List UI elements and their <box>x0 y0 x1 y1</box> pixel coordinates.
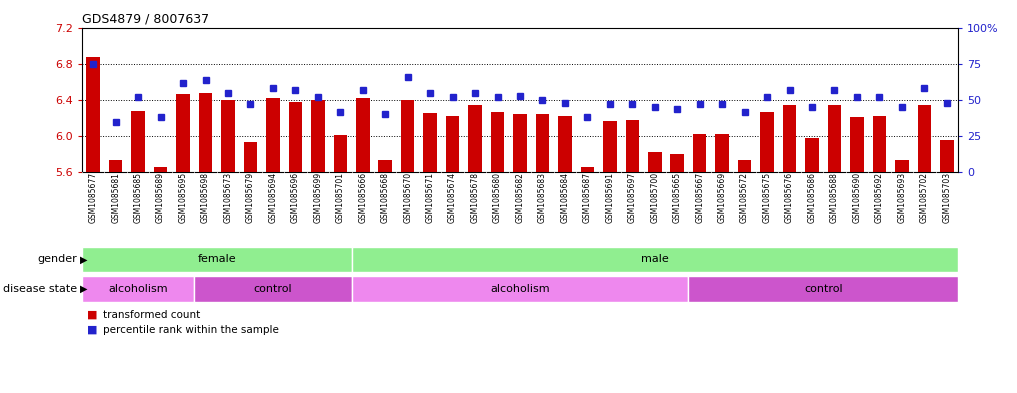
Text: GSM1085666: GSM1085666 <box>358 172 367 223</box>
Text: ■: ■ <box>87 310 98 320</box>
Text: gender: gender <box>38 255 77 264</box>
Bar <box>378 160 392 172</box>
Bar <box>131 111 144 172</box>
Text: GSM1085665: GSM1085665 <box>672 172 681 223</box>
Text: GSM1085688: GSM1085688 <box>830 172 839 223</box>
Text: GSM1085702: GSM1085702 <box>919 172 929 223</box>
Bar <box>176 94 190 172</box>
Bar <box>850 117 863 172</box>
Text: GSM1085677: GSM1085677 <box>88 172 98 223</box>
Bar <box>445 116 460 172</box>
Bar <box>311 100 324 172</box>
Bar <box>783 105 796 172</box>
Bar <box>693 134 707 172</box>
Bar <box>334 135 347 172</box>
Text: GSM1085695: GSM1085695 <box>179 172 187 223</box>
Bar <box>895 160 908 172</box>
Text: GSM1085689: GSM1085689 <box>157 172 165 223</box>
Text: GSM1085696: GSM1085696 <box>291 172 300 223</box>
Text: GSM1085672: GSM1085672 <box>740 172 750 223</box>
Bar <box>514 114 527 172</box>
Bar <box>244 142 257 172</box>
Bar <box>536 114 549 172</box>
Text: GSM1085669: GSM1085669 <box>718 172 727 223</box>
Bar <box>689 276 958 302</box>
Bar <box>828 105 841 172</box>
Text: GSM1085679: GSM1085679 <box>246 172 255 223</box>
Bar <box>194 276 352 302</box>
Text: GSM1085685: GSM1085685 <box>133 172 142 223</box>
Text: GSM1085678: GSM1085678 <box>471 172 480 223</box>
Text: transformed count: transformed count <box>103 310 200 320</box>
Text: GSM1085697: GSM1085697 <box>627 172 637 223</box>
Bar <box>352 247 958 272</box>
Bar <box>86 57 100 172</box>
Text: GSM1085683: GSM1085683 <box>538 172 547 223</box>
Bar <box>266 98 280 172</box>
Bar <box>738 160 752 172</box>
Text: GSM1085681: GSM1085681 <box>111 172 120 223</box>
Text: GSM1085674: GSM1085674 <box>448 172 457 223</box>
Text: GSM1085698: GSM1085698 <box>201 172 211 223</box>
Bar <box>940 141 954 172</box>
Bar <box>82 247 352 272</box>
Bar <box>670 154 684 172</box>
Bar <box>222 100 235 172</box>
Text: GDS4879 / 8007637: GDS4879 / 8007637 <box>82 13 210 26</box>
Text: GSM1085694: GSM1085694 <box>268 172 278 223</box>
Bar <box>917 105 931 172</box>
Bar <box>401 100 415 172</box>
Text: ▶: ▶ <box>80 255 87 264</box>
Text: percentile rank within the sample: percentile rank within the sample <box>103 325 279 335</box>
Bar <box>761 112 774 172</box>
Text: GSM1085671: GSM1085671 <box>426 172 434 223</box>
Text: control: control <box>803 284 842 294</box>
Bar <box>423 113 437 172</box>
Text: GSM1085673: GSM1085673 <box>224 172 233 223</box>
Text: ■: ■ <box>87 325 98 335</box>
Bar <box>289 102 302 172</box>
Text: disease state: disease state <box>3 284 77 294</box>
Bar <box>198 93 213 172</box>
Text: GSM1085701: GSM1085701 <box>336 172 345 223</box>
Text: GSM1085703: GSM1085703 <box>943 172 951 223</box>
Text: GSM1085686: GSM1085686 <box>807 172 817 223</box>
Text: GSM1085691: GSM1085691 <box>605 172 614 223</box>
Text: GSM1085670: GSM1085670 <box>403 172 412 223</box>
Text: male: male <box>641 255 668 264</box>
Bar <box>82 276 194 302</box>
Bar <box>715 134 729 172</box>
Text: GSM1085684: GSM1085684 <box>560 172 570 223</box>
Text: GSM1085676: GSM1085676 <box>785 172 794 223</box>
Bar <box>558 116 572 172</box>
Bar <box>469 105 482 172</box>
Bar <box>805 138 819 172</box>
Bar <box>154 167 168 172</box>
Bar <box>625 120 639 172</box>
Text: GSM1085700: GSM1085700 <box>650 172 659 223</box>
Text: GSM1085668: GSM1085668 <box>380 172 390 223</box>
Bar <box>603 121 616 172</box>
Bar <box>648 152 661 172</box>
Text: ▶: ▶ <box>80 284 87 294</box>
Bar <box>581 167 594 172</box>
Text: GSM1085699: GSM1085699 <box>313 172 322 223</box>
Text: GSM1085680: GSM1085680 <box>493 172 502 223</box>
Text: GSM1085675: GSM1085675 <box>763 172 772 223</box>
Text: control: control <box>253 284 292 294</box>
Text: alcoholism: alcoholism <box>109 284 168 294</box>
Text: GSM1085682: GSM1085682 <box>516 172 525 223</box>
Text: GSM1085690: GSM1085690 <box>852 172 861 223</box>
Text: GSM1085687: GSM1085687 <box>583 172 592 223</box>
Bar <box>491 112 504 172</box>
Bar <box>873 116 886 172</box>
Bar <box>352 276 689 302</box>
Text: GSM1085693: GSM1085693 <box>897 172 906 223</box>
Bar <box>109 160 122 172</box>
Bar <box>356 98 369 172</box>
Text: female: female <box>197 255 236 264</box>
Text: alcoholism: alcoholism <box>490 284 550 294</box>
Text: GSM1085692: GSM1085692 <box>875 172 884 223</box>
Text: GSM1085667: GSM1085667 <box>696 172 704 223</box>
